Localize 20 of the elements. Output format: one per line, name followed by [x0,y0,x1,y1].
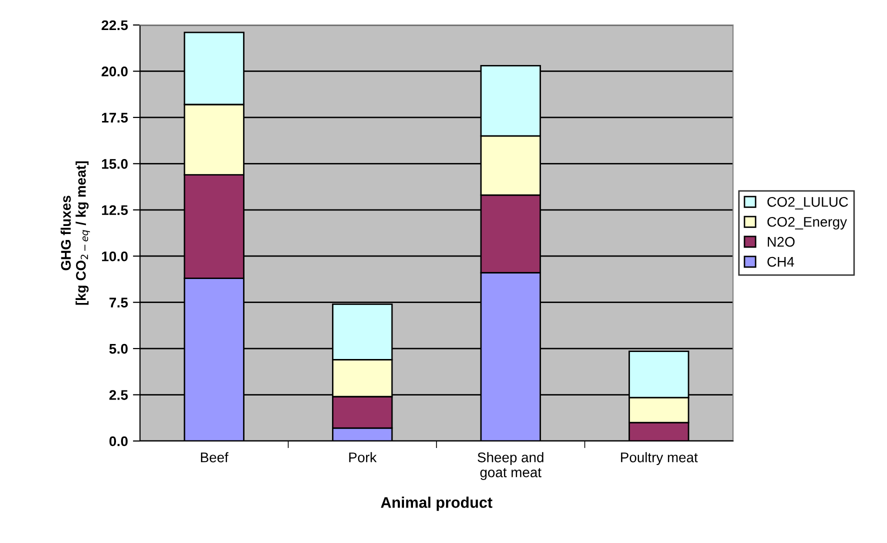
y-tick-label: 2.5 [109,390,128,400]
legend-label: N2O [768,236,795,247]
y-tick-label: 17.5 [102,112,128,123]
y-tick-label: 12.5 [102,205,128,216]
legend-label: CO2_Energy [767,216,847,230]
y-tick-label: 20.0 [102,66,128,76]
legend-label: CO2_LULUC [767,196,848,210]
y-tick-label: 22.5 [102,20,128,30]
x-tick-label: Pork [349,452,377,462]
y-tick-label: 0.0 [109,436,128,446]
y-axis-title: GHG fluxes [kg CO$_{2−eq}$ / kg meat] [60,161,90,305]
y-tick-label: 5.0 [109,344,128,354]
x-axis-title: Animal product [380,496,492,511]
y-tick-label: 7.5 [109,298,128,308]
y-tick-label: 15.0 [102,159,128,169]
x-tick-label: Beef [200,452,228,462]
x-tick-label: Sheep and goat meat [478,452,544,480]
legend-label: CH4 [767,256,794,267]
x-tick-label: Poultry meat [621,452,698,466]
y-tick-label: 10.0 [102,251,128,262]
